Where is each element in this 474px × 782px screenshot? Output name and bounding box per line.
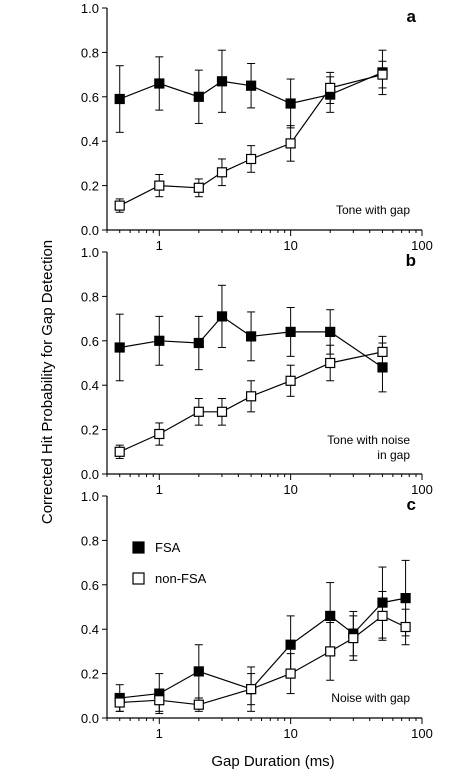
x-tick-label: 10 — [283, 238, 297, 253]
data-point-fsa — [216, 311, 228, 322]
data-point-nonfsa — [285, 138, 296, 149]
data-point-nonfsa — [377, 69, 388, 80]
series-line-nonfsa — [119, 74, 383, 207]
data-point-nonfsa — [246, 153, 257, 165]
y-axis-title: Corrected Hit Probability for Gap Detect… — [39, 240, 56, 524]
x-tick-label: 10 — [283, 482, 297, 497]
legend-marker-fsa — [132, 541, 145, 554]
legend-label-fsa: FSA — [155, 540, 181, 555]
series-nonfsa — [114, 335, 388, 459]
series-line-fsa — [119, 315, 383, 368]
legend-marker-nonfsa — [132, 572, 145, 585]
data-point-fsa — [325, 610, 336, 622]
data-point-fsa — [154, 335, 165, 346]
y-tick-label: 0.0 — [81, 223, 99, 238]
y-tick-label: 1.0 — [81, 245, 99, 260]
y-tick-label: 0.4 — [81, 378, 99, 393]
panel-c: 0.0 0.2 0.4 0.6 0.8 1.0 1 10 100 c Noise with gap — [81, 489, 433, 741]
panel-annotation: Tone with gap — [336, 203, 410, 217]
y-tick-label: 0.4 — [81, 622, 99, 637]
data-point-fsa — [246, 80, 257, 91]
x-tick-label: 100 — [411, 482, 433, 497]
data-point-fsa — [246, 331, 257, 342]
x-tick-label: 1 — [156, 238, 163, 253]
panel-annotation: in gap — [377, 448, 410, 462]
panel-annotation: Noise with gap — [331, 691, 410, 705]
y-tick-label: 1.0 — [81, 489, 99, 504]
x-tick-label: 1 — [156, 482, 163, 497]
panel-annotation: Tone with noise — [327, 433, 410, 447]
data-point-nonfsa — [216, 167, 228, 178]
data-point-fsa — [216, 76, 228, 87]
panel-letter: a — [407, 7, 417, 26]
y-tick-label: 0.6 — [81, 90, 99, 105]
data-point-nonfsa — [246, 391, 257, 402]
data-point-nonfsa — [114, 697, 125, 708]
data-point-nonfsa — [285, 668, 296, 679]
data-point-nonfsa — [377, 610, 388, 622]
y-tick-label: 0.8 — [81, 289, 99, 304]
y-tick-label: 0.6 — [81, 578, 99, 593]
series-line-fsa — [119, 71, 383, 105]
y-tick-label: 0.8 — [81, 533, 99, 548]
data-point-fsa — [193, 337, 204, 349]
data-point-nonfsa — [193, 699, 204, 710]
x-tick-label: 10 — [283, 726, 297, 741]
data-point-nonfsa — [348, 632, 359, 644]
data-point-nonfsa — [193, 406, 204, 417]
legend: FSA non-FSA — [132, 540, 207, 586]
y-tick-label: 0.2 — [81, 667, 99, 682]
data-point-fsa — [285, 639, 296, 650]
y-tick-label: 0.0 — [81, 467, 99, 482]
data-point-nonfsa — [246, 683, 257, 695]
series-nonfsa — [114, 590, 411, 712]
data-point-nonfsa — [154, 695, 165, 706]
series-line-fsa — [119, 597, 406, 699]
series-nonfsa — [114, 60, 388, 213]
x-axis-title: Gap Duration (ms) — [211, 753, 334, 770]
y-tick-label: 0.4 — [81, 134, 99, 149]
data-point-nonfsa — [216, 406, 228, 417]
data-point-nonfsa — [325, 646, 336, 657]
x-tick-label: 1 — [156, 726, 163, 741]
x-tick-label: 100 — [411, 726, 433, 741]
data-point-nonfsa — [154, 428, 165, 440]
series-line-nonfsa — [119, 351, 383, 453]
data-point-nonfsa — [193, 182, 204, 193]
data-point-nonfsa — [285, 375, 296, 386]
y-tick-label: 1.0 — [81, 1, 99, 16]
data-point-nonfsa — [325, 82, 336, 94]
panel-b: 0.0 0.2 0.4 0.6 0.8 1.0 1 10 100 b Tone with noise… — [81, 245, 433, 497]
series-fsa — [114, 284, 388, 393]
y-tick-label: 0.2 — [81, 423, 99, 438]
data-point-nonfsa — [114, 200, 125, 211]
data-point-nonfsa — [325, 357, 336, 369]
y-tick-label: 0.0 — [81, 711, 99, 726]
data-point-fsa — [400, 592, 411, 604]
y-tick-label: 0.2 — [81, 179, 99, 194]
legend-label-nonfsa: non-FSA — [155, 571, 207, 586]
data-point-nonfsa — [154, 180, 165, 191]
panel-letter: c — [407, 495, 416, 514]
panel-a: 0.0 0.2 0.4 0.6 0.8 1.0 1 10 100 a Tone with gap — [81, 1, 433, 253]
data-point-fsa — [154, 78, 165, 89]
data-point-fsa — [193, 91, 204, 102]
x-tick-label: 100 — [411, 238, 433, 253]
data-point-fsa — [114, 342, 125, 353]
data-point-nonfsa — [400, 621, 411, 633]
data-point-nonfsa — [114, 446, 125, 457]
data-point-fsa — [193, 666, 204, 677]
data-point-fsa — [114, 93, 125, 105]
y-tick-label: 0.8 — [81, 45, 99, 60]
data-point-fsa — [285, 98, 296, 109]
data-point-fsa — [285, 326, 296, 337]
data-point-fsa — [325, 326, 336, 337]
data-point-nonfsa — [377, 346, 388, 357]
series-fsa — [114, 49, 388, 133]
y-tick-label: 0.6 — [81, 334, 99, 349]
panel-letter: b — [406, 251, 416, 270]
